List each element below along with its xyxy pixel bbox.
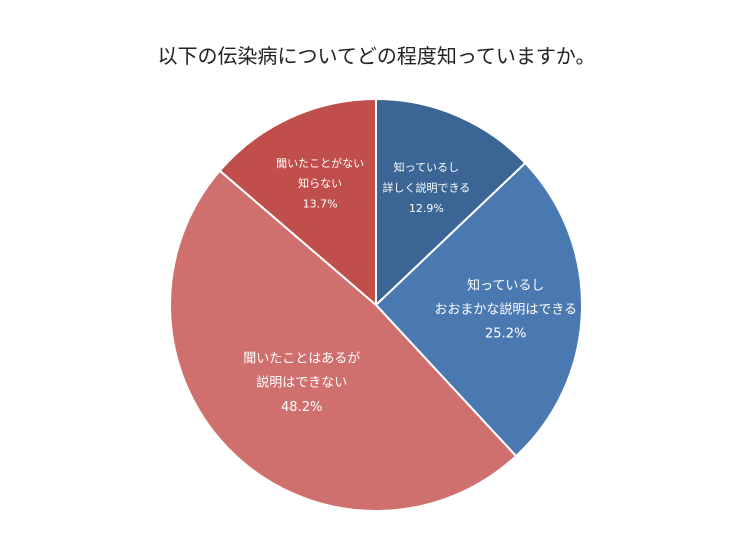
- slice-name-line: 説明はできない: [256, 375, 347, 391]
- slice-percent: 48.2%: [281, 400, 322, 415]
- slice-label-1: 知っているし詳しく説明できる 12.9%: [383, 160, 471, 215]
- pie-labels: 知っているし詳しく説明できる 12.9%知っているしおおまかな説明はできる 25.2…: [243, 156, 577, 415]
- slice-percent: 25.2%: [485, 327, 526, 342]
- slice-percent: 12.9%: [409, 202, 444, 215]
- pie-slices: [169, 97, 583, 512]
- pie-slice-1: [375, 97, 527, 308]
- pie-slice-4: [218, 97, 377, 308]
- slice-label-3: 聞いたことはあるが説明はできない 48.2%: [243, 352, 360, 415]
- slice-label-2: 知っているしおおまかな説明はできる 25.2%: [434, 278, 577, 342]
- slice-name-line: おおまかな説明はできる: [434, 302, 577, 318]
- slice-name-line: 聞いたことがない: [276, 156, 364, 170]
- pie-slice-3: [169, 169, 518, 512]
- slice-name-line: 知っているし: [467, 278, 544, 294]
- slice-name-line: 聞いたことはあるが: [243, 352, 360, 367]
- slice-name-line: 知らない: [298, 176, 342, 190]
- pie-slice-2: [374, 161, 583, 458]
- slice-name-line: 知っているし: [394, 160, 459, 174]
- slice-percent: 13.7%: [303, 198, 338, 211]
- slice-label-4: 聞いたことがない知らない 13.7%: [276, 156, 364, 211]
- chart-title: 以下の伝染病についてどの程度知っていますか。: [157, 44, 596, 68]
- slice-name-line: 詳しく説明できる: [383, 181, 471, 195]
